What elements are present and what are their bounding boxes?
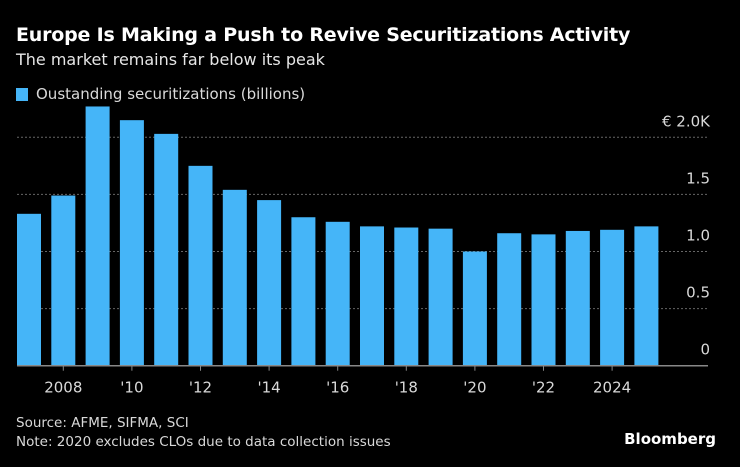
chart-title: Europe Is Making a Push to Revive Securi… [16, 24, 631, 46]
bar-2018 [394, 227, 419, 366]
bar-2021 [497, 233, 522, 366]
bar-2011 [154, 133, 179, 366]
y-tick-label: 0 [700, 341, 710, 359]
bar-2025 [634, 226, 659, 366]
x-tick-label: '18 [395, 379, 418, 397]
legend-swatch [16, 87, 28, 101]
bar-2007 [17, 213, 41, 366]
bar-2008 [51, 195, 76, 366]
bar-2016 [325, 221, 350, 366]
bar-2009 [85, 106, 110, 366]
bar-2014 [257, 200, 282, 366]
y-tick-label: 1.5 [686, 169, 710, 187]
bar-2020 [462, 251, 487, 366]
bar-2022 [531, 234, 556, 366]
bar-2024 [600, 229, 625, 366]
legend-label: Oustanding securitizations (billions) [36, 85, 306, 103]
bar-2013 [222, 189, 247, 366]
bar-2023 [565, 230, 590, 366]
legend: Oustanding securitizations (billions) [16, 85, 305, 103]
data-note: Note: 2020 excludes CLOs due to data col… [16, 434, 391, 450]
x-tick-label: '16 [326, 379, 349, 397]
bar-2010 [119, 120, 144, 366]
x-tick-label: '12 [189, 379, 212, 397]
bloomberg-logo: Bloomberg [624, 430, 716, 448]
x-tick-label: '14 [257, 379, 280, 397]
y-tick-label: € 2.0K [662, 112, 711, 130]
bar-2015 [291, 217, 316, 366]
y-tick-label: 0.5 [686, 284, 710, 302]
y-tick-label: 1.0 [686, 227, 710, 245]
bar-2019 [428, 228, 453, 366]
x-tick-label: '22 [532, 379, 555, 397]
bar-2012 [188, 165, 213, 366]
bar-2017 [360, 226, 384, 366]
x-tick-label: '10 [120, 379, 143, 397]
x-tick-label: 2008 [44, 379, 82, 397]
x-tick-label: 2024 [593, 379, 631, 397]
source-note: Source: AFME, SIFMA, SCI [16, 415, 189, 431]
chart-subtitle: The market remains far below its peak [16, 50, 325, 69]
x-tick-label: '20 [463, 379, 486, 397]
